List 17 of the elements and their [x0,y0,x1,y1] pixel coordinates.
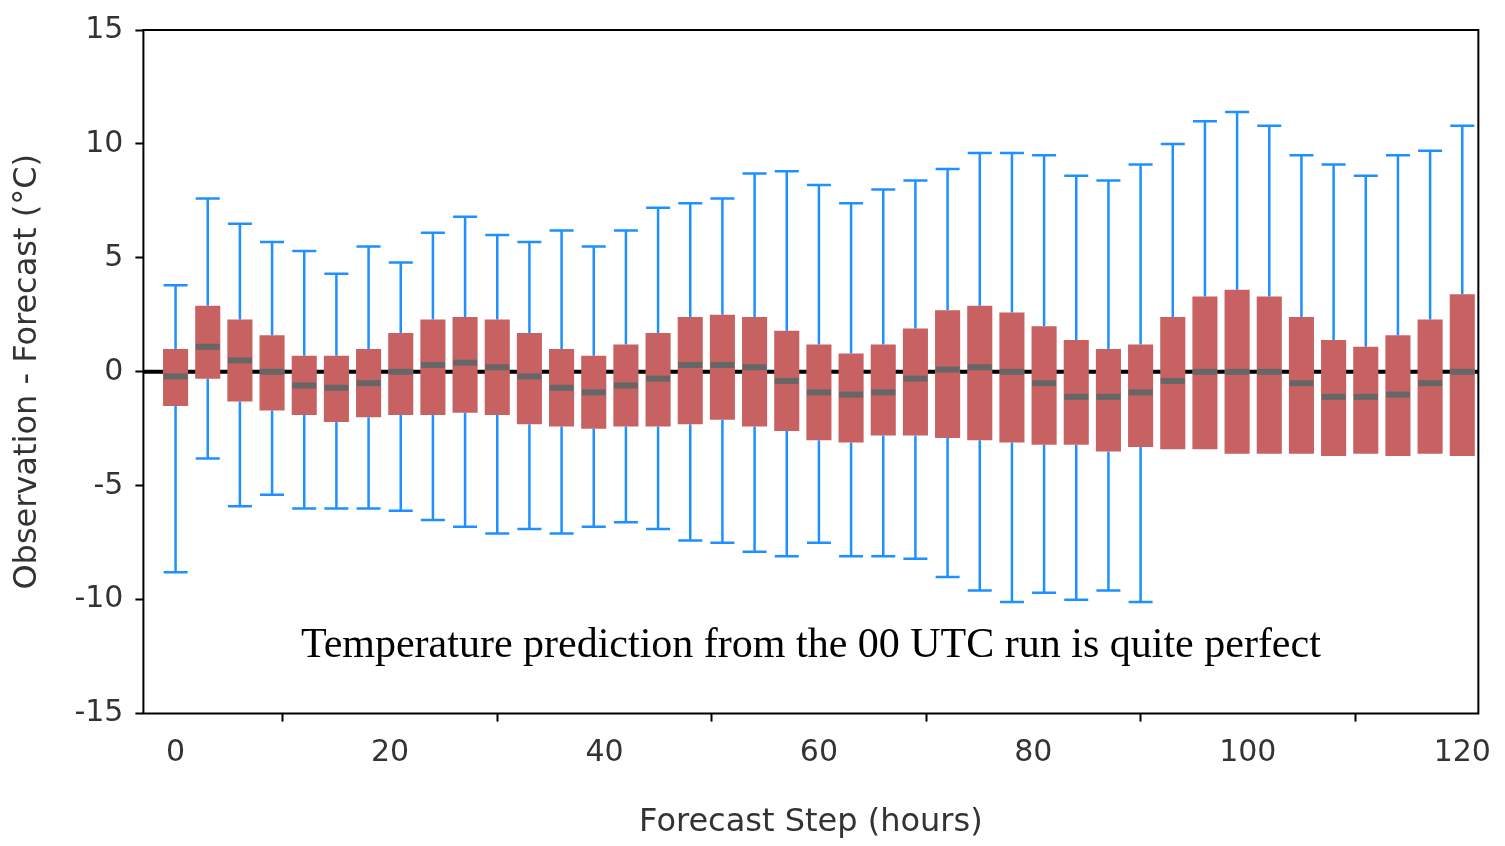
x-tick-label: 40 [585,733,624,769]
x-tick-label: 80 [1014,733,1053,769]
y-tick-label: -5 [93,465,124,501]
annotation: Temperature prediction from the 00 UTC run is quite perfect [300,619,1322,666]
y-tick-label: -10 [74,579,124,615]
y-tick-label: 5 [104,237,124,273]
y-tick-label: -15 [74,693,124,729]
x-tick-label: 100 [1219,733,1277,769]
x-tick-label: 0 [166,733,186,769]
x-axis-title: Forecast Step (hours) [639,801,983,840]
x-tick-label: 60 [799,733,839,769]
y-axis-title: Observation - Forecast (°C) [5,153,44,590]
y-tick-label: 10 [85,123,124,159]
y-tick-label: 15 [85,9,124,45]
x-tick-label: 20 [370,733,410,769]
y-tick-label: 0 [104,351,124,387]
x-tick-label: 120 [1433,733,1491,769]
